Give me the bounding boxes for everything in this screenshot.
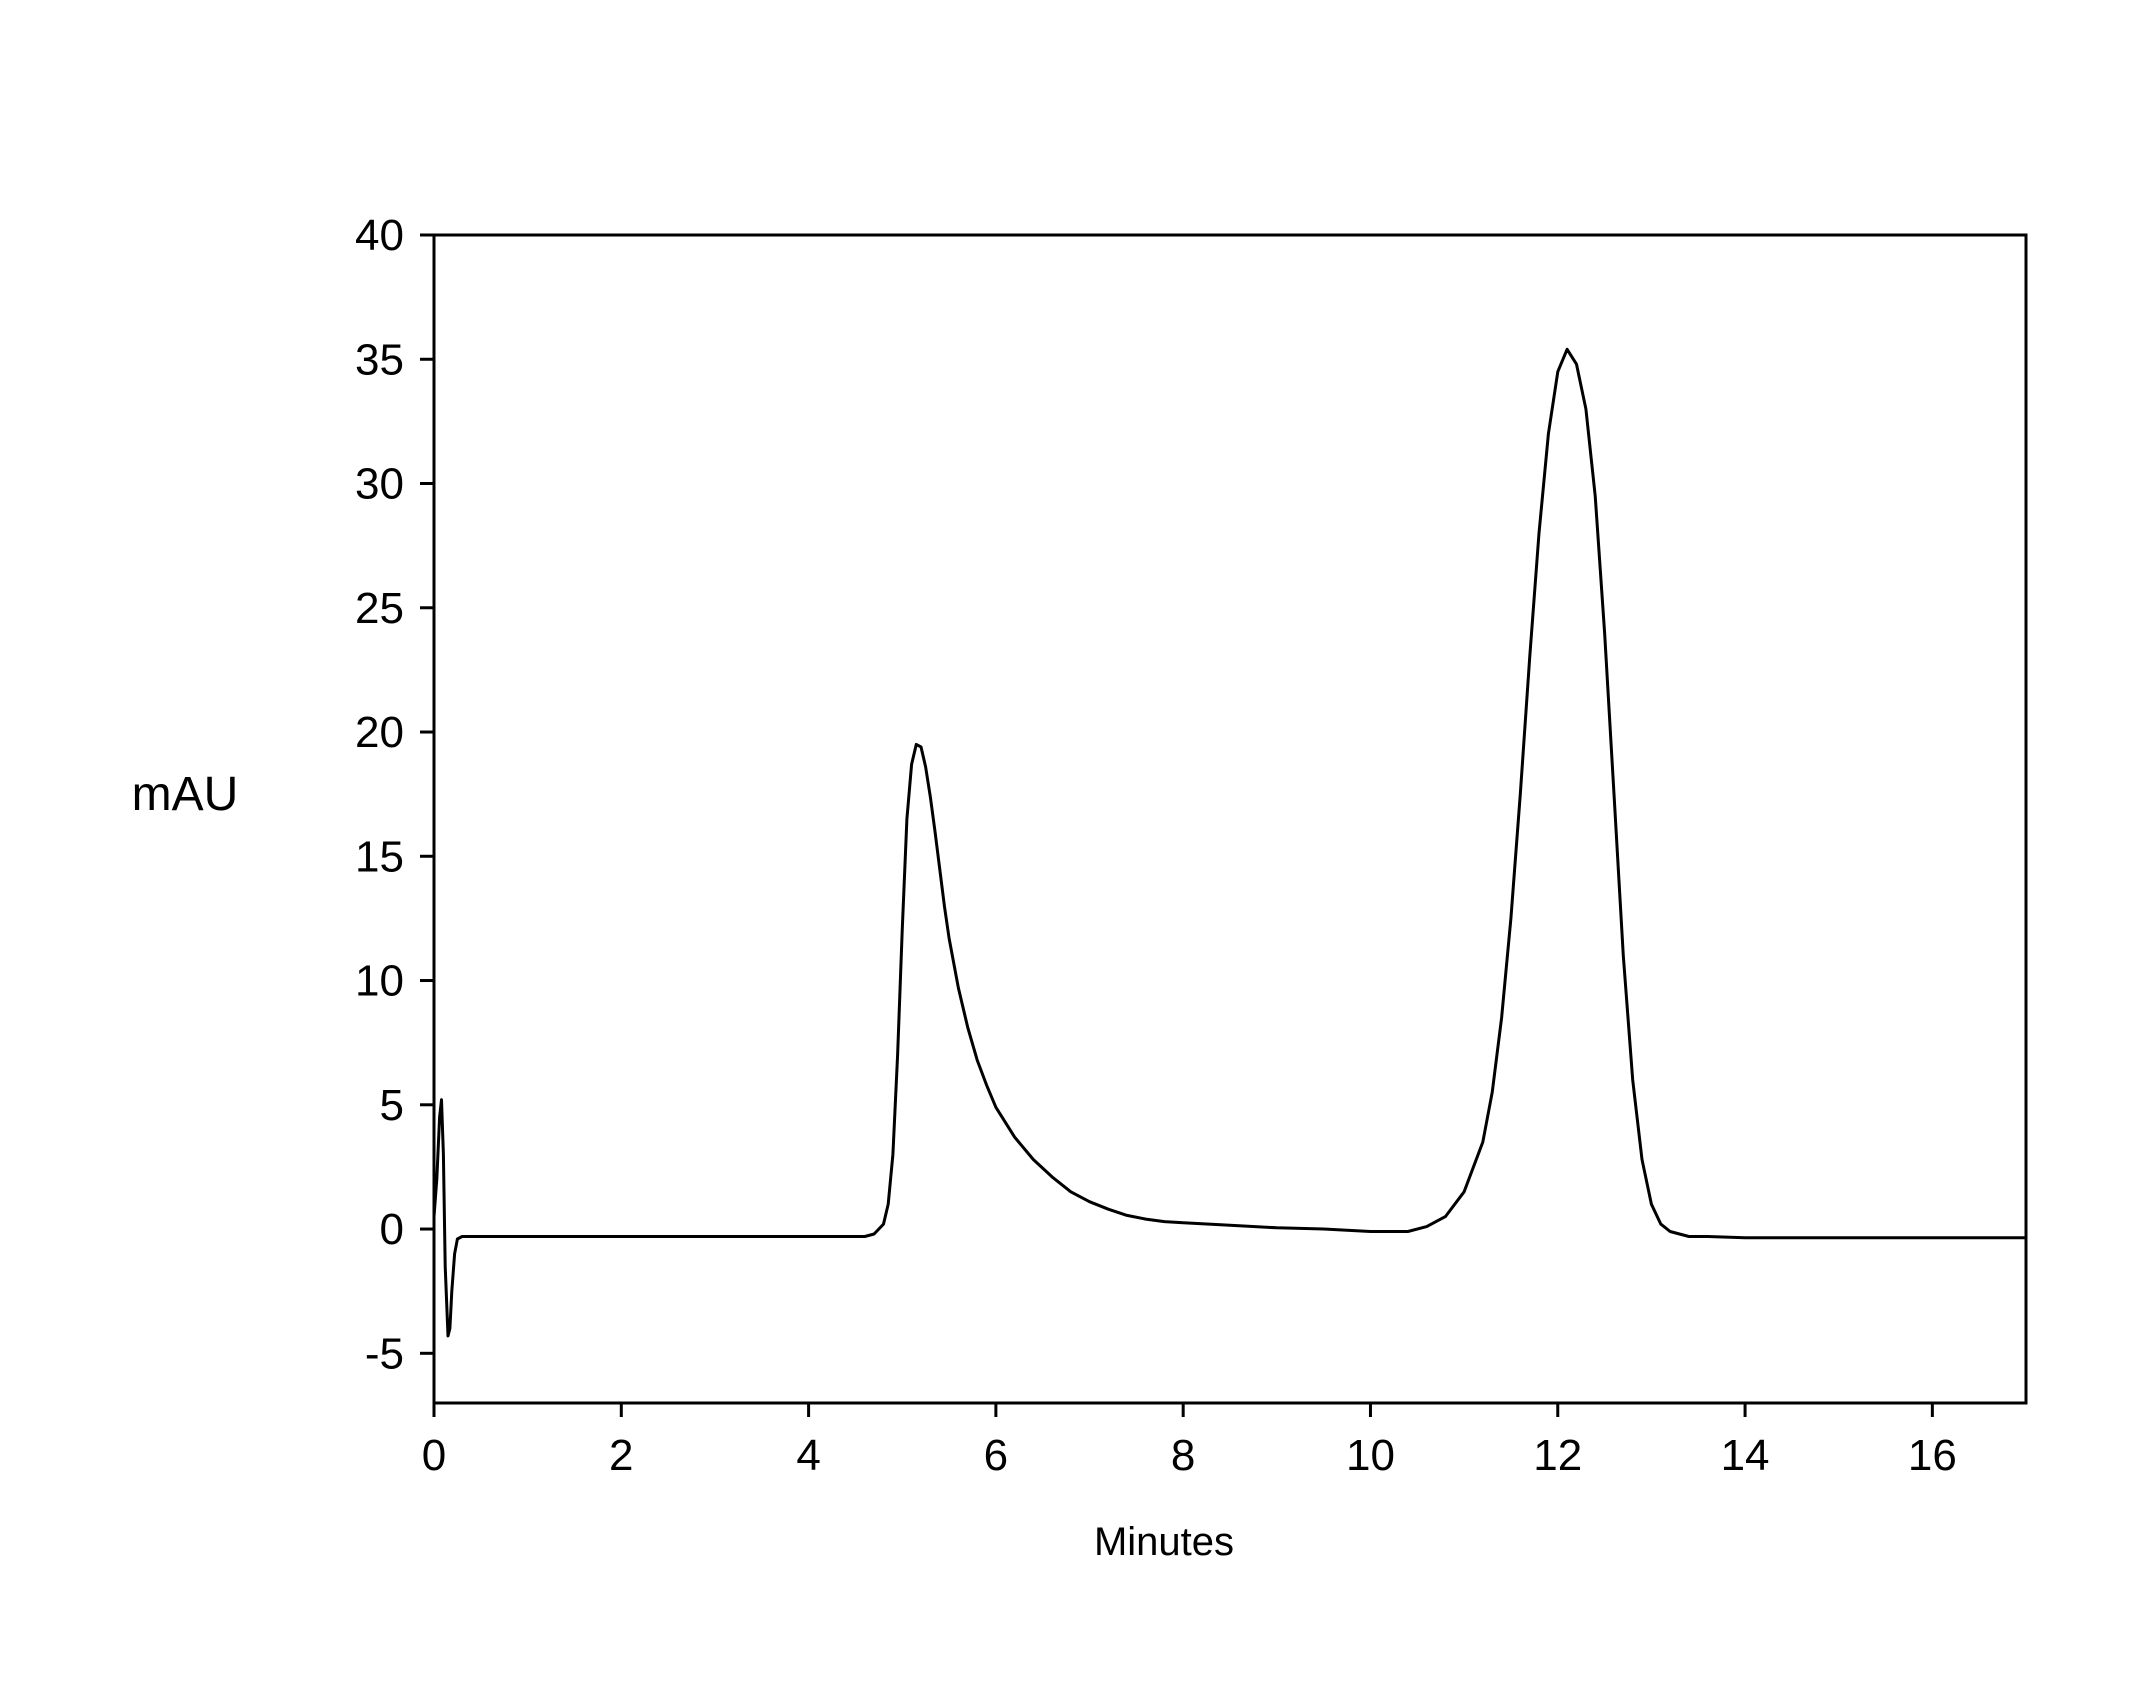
x-tick-label: 8	[1171, 1431, 1195, 1480]
x-tick-label: 10	[1346, 1431, 1395, 1480]
x-tick-label: 14	[1721, 1431, 1770, 1480]
x-tick-label: 2	[609, 1431, 633, 1480]
x-tick-label: 16	[1908, 1431, 1957, 1480]
x-tick-label: 4	[796, 1431, 820, 1480]
y-tick-label: -5	[365, 1329, 404, 1378]
x-tick-label: 6	[984, 1431, 1008, 1480]
x-tick-label: 12	[1533, 1431, 1582, 1480]
y-tick-label: 15	[355, 832, 404, 881]
y-tick-label: 20	[355, 708, 404, 757]
plot-frame	[432, 233, 2028, 1405]
y-tick-label: 35	[355, 335, 404, 384]
chromatogram-trace	[432, 347, 2026, 1338]
y-tick-label: 10	[355, 957, 404, 1006]
y-axis-label: mAU	[132, 768, 239, 821]
y-tick-label: 25	[355, 584, 404, 633]
x-axis-ticks: 0 2 4 6 8 10 12 14 16	[422, 1403, 1957, 1480]
x-axis-label: Minutes	[1094, 1520, 1234, 1564]
y-tick-label: 5	[380, 1081, 404, 1130]
y-axis-ticks: -5 0 5 10 15 20 25 30 35 40	[355, 211, 434, 1378]
x-tick-label: 0	[422, 1431, 446, 1480]
y-tick-label: 40	[355, 211, 404, 260]
y-tick-label: 0	[380, 1205, 404, 1254]
y-tick-label: 30	[355, 460, 404, 509]
